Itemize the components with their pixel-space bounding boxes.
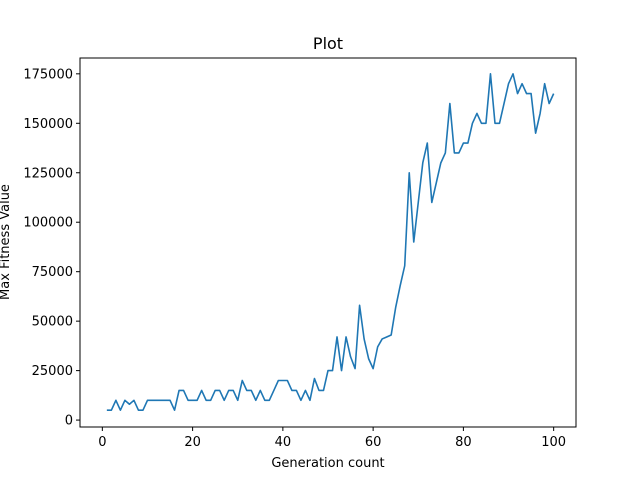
y-axis-label: Max Fitness Value (0, 184, 13, 300)
y-tick-label: 125000 (23, 166, 73, 181)
x-tick-label: 80 (455, 435, 472, 450)
x-axis: 0 20 40 60 80 100 (98, 427, 566, 450)
x-axis-label: Generation count (271, 456, 384, 471)
x-tick-label: 40 (275, 435, 292, 450)
y-tick-label: 100000 (23, 216, 73, 231)
chart-title: Plot (313, 34, 343, 53)
y-axis: 0 25000 50000 75000 100000 125000 150000 175000 (23, 67, 80, 429)
y-tick-label: 175000 (23, 67, 73, 82)
x-tick-label: 60 (365, 435, 382, 450)
x-tick-label: 100 (541, 435, 566, 450)
x-tick-label: 0 (98, 435, 106, 450)
plot-area (106, 73, 555, 411)
y-tick-label: 50000 (32, 315, 73, 330)
y-tick-label: 25000 (32, 364, 73, 379)
series-line (106, 73, 555, 411)
y-tick-label: 75000 (32, 265, 73, 280)
y-tick-label: 0 (65, 414, 73, 429)
plot-frame (79, 57, 577, 428)
x-tick-label: 20 (184, 435, 201, 450)
y-tick-label: 150000 (23, 117, 73, 132)
